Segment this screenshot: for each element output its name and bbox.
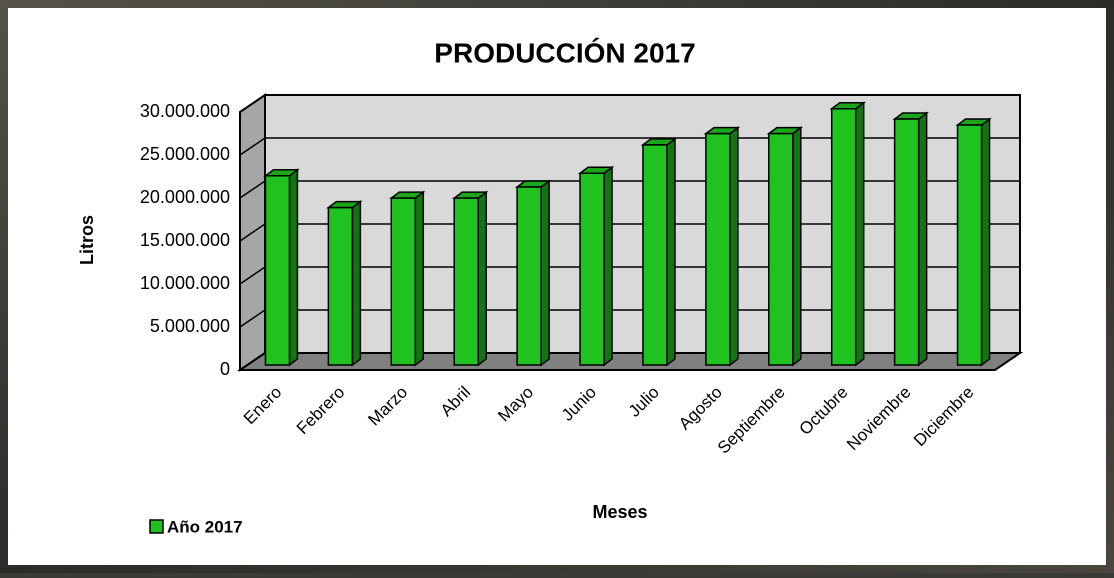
bar-front xyxy=(956,124,983,366)
bar-side xyxy=(603,165,613,367)
bar-front xyxy=(264,175,291,366)
bar xyxy=(389,190,426,367)
bar-side xyxy=(477,190,487,367)
bar xyxy=(703,126,741,367)
side-grid-line xyxy=(239,180,266,199)
bar xyxy=(326,200,363,367)
bar-side xyxy=(917,111,928,367)
bar-front xyxy=(453,197,479,366)
bar-side xyxy=(351,200,362,367)
y-tick-label: 25.000.000 xyxy=(140,144,230,164)
bar xyxy=(766,126,804,367)
bar-front xyxy=(768,132,794,366)
bar xyxy=(892,111,929,367)
bar-side xyxy=(540,179,550,367)
bar-front xyxy=(830,107,857,366)
bar-side xyxy=(729,126,739,367)
side-grid-line xyxy=(239,94,266,113)
bar-side xyxy=(288,168,299,367)
y-axis-title: Litros xyxy=(77,215,97,265)
side-grid-line xyxy=(239,352,266,371)
bar-front xyxy=(327,206,354,366)
bar xyxy=(640,137,678,367)
legend-label: Año 2017 xyxy=(167,517,243,536)
chart-title: PRODUCCIÓN 2017 xyxy=(434,37,695,68)
bar xyxy=(955,117,992,367)
bar xyxy=(829,101,866,367)
y-tick-label: 15.000.000 xyxy=(140,230,230,250)
y-tick-label: 10.000.000 xyxy=(140,273,230,293)
bar-side xyxy=(854,101,865,367)
bar-front xyxy=(390,197,417,366)
y-tick-label: 5.000.000 xyxy=(150,316,230,336)
bar-side xyxy=(980,117,991,367)
x-axis-title: Meses xyxy=(592,502,647,522)
bar-front xyxy=(893,118,920,366)
bar-front xyxy=(642,144,668,366)
bar-front xyxy=(705,132,731,366)
bar-side xyxy=(414,190,425,367)
y-tick-label: 0 xyxy=(220,359,230,379)
bar xyxy=(577,165,615,367)
y-tick-label: 30.000.000 xyxy=(140,101,230,121)
side-grid-line xyxy=(239,223,266,242)
bar-front xyxy=(579,172,605,366)
bar-side xyxy=(666,137,676,367)
bar-side xyxy=(792,126,802,367)
y-tick-label: 20.000.000 xyxy=(140,187,230,207)
bar-front xyxy=(516,186,542,366)
side-grid-line xyxy=(239,137,266,156)
bar xyxy=(263,168,300,367)
side-grid-line xyxy=(239,266,266,285)
bar xyxy=(451,190,489,367)
legend-swatch xyxy=(149,519,164,534)
side-grid-line xyxy=(239,309,266,328)
bar xyxy=(514,179,552,367)
